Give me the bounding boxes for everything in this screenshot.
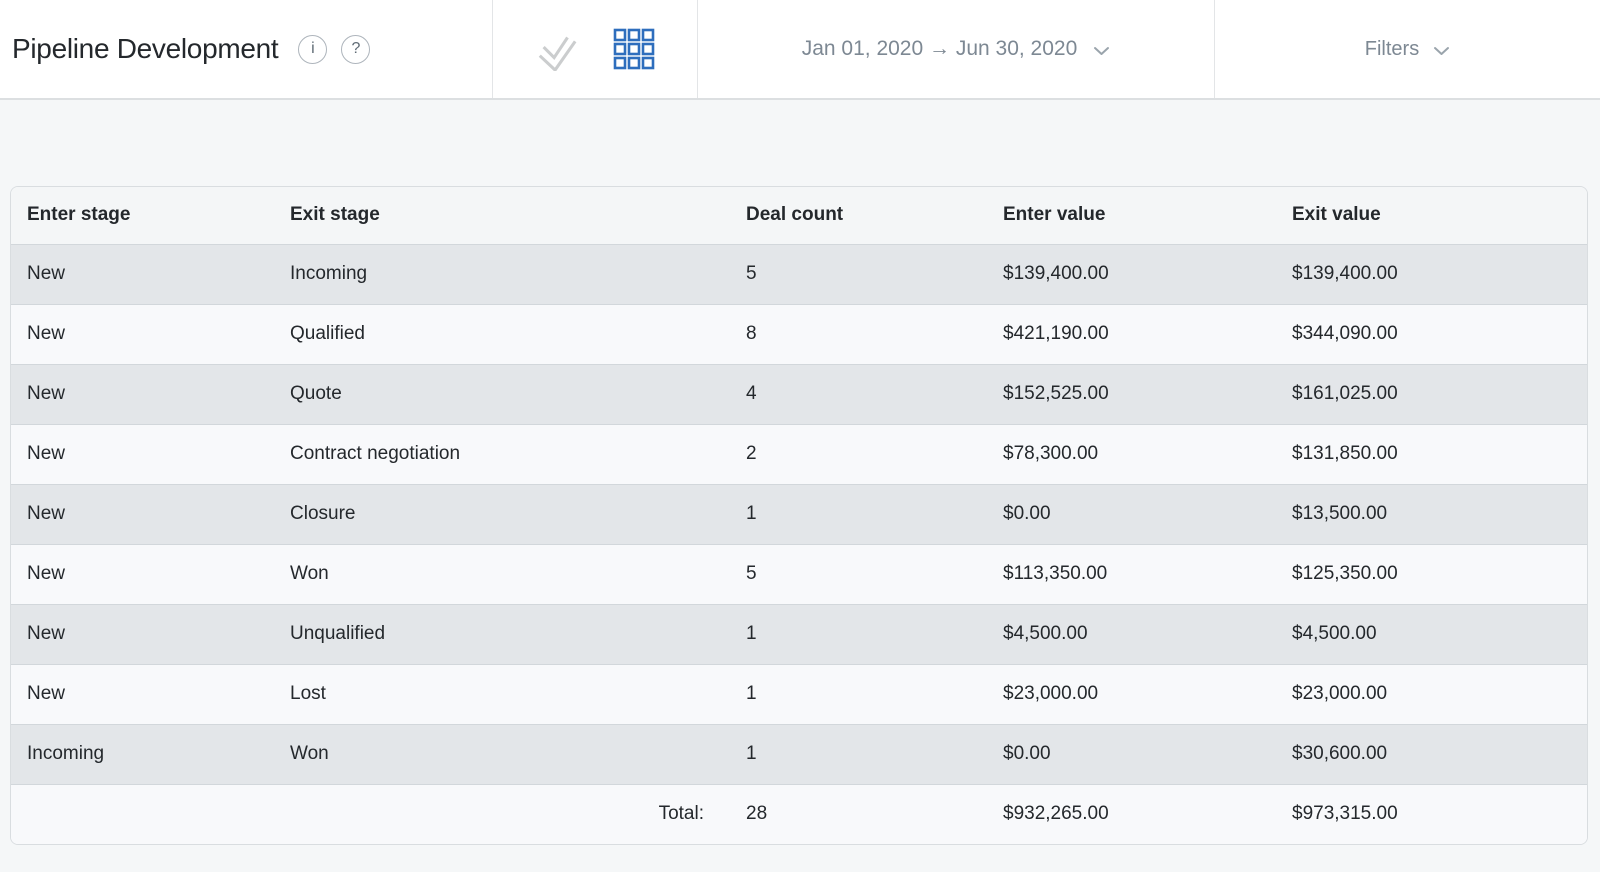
view-toggle-group <box>493 0 697 98</box>
table-cell: $23,000.00 <box>1003 683 1099 704</box>
table-cell: Contract negotiation <box>290 443 461 464</box>
table-cell: $139,400.00 <box>1003 263 1109 284</box>
filters-dropdown[interactable]: Filters <box>1215 0 1600 98</box>
table-cell: $23,000.00 <box>1292 683 1388 704</box>
header-divider <box>492 0 493 98</box>
table-row: New Quote 4 $152,525.00 $161,025.00 <box>11 364 1587 424</box>
table-row: New Contract negotiation 2 $78,300.00 $131,8… <box>11 424 1587 484</box>
table-total-row: Total: 28 $932,265.00 $973,315.00 <box>11 784 1587 844</box>
table-cell: $152,525.00 <box>1003 383 1109 404</box>
chevron-down-icon <box>1434 46 1450 55</box>
table-cell: 1 <box>746 683 757 704</box>
table-cell: 2 <box>746 443 757 464</box>
pipeline-table-card: Enter stage Exit stage Deal count Enter … <box>10 186 1588 845</box>
table-cell: 8 <box>746 323 757 344</box>
table-cell: 1 <box>746 503 757 524</box>
table-cell: Won <box>290 563 329 584</box>
table-cell: New <box>27 623 66 644</box>
table-cell: Incoming <box>27 743 105 764</box>
report-body: Enter stage Exit stage Deal count Enter … <box>0 100 1600 845</box>
table-row: New Qualified 8 $421,190.00 $344,090.00 <box>11 304 1587 364</box>
table-cell: $125,350.00 <box>1292 563 1398 584</box>
grid-icon <box>613 28 655 70</box>
table-cell: Unqualified <box>290 623 386 644</box>
pipeline-table: Enter stage Exit stage Deal count Enter … <box>11 187 1587 844</box>
table-cell: $0.00 <box>1003 503 1051 524</box>
table-cell: $4,500.00 <box>1292 623 1377 644</box>
table-cell: $131,850.00 <box>1292 443 1398 464</box>
table-cell: $13,500.00 <box>1292 503 1388 524</box>
table-view-toggle-button[interactable] <box>613 28 655 70</box>
total-deal-count: 28 <box>746 803 768 825</box>
table-cell: Closure <box>290 503 356 524</box>
table-cell: New <box>27 563 66 584</box>
report-header: Pipeline Development i ? Jan 01, 2020 → … <box>0 0 1600 100</box>
info-icon[interactable]: i <box>298 34 328 64</box>
table-cell: New <box>27 443 66 464</box>
table-row: New Incoming 5 $139,400.00 $139,400.00 <box>11 244 1587 304</box>
table-row: New Unqualified 1 $4,500.00 $4,500.00 <box>11 604 1587 664</box>
column-header-enter-stage[interactable]: Enter stage <box>11 187 274 244</box>
table-cell: Won <box>290 743 329 764</box>
table-body: New Incoming 5 $139,400.00 $139,400.00 New Qua… <box>11 244 1587 784</box>
table-cell: 1 <box>746 623 757 644</box>
header-divider <box>1214 0 1215 98</box>
table-cell: 4 <box>746 383 757 404</box>
column-header-enter-value[interactable]: Enter value <box>987 187 1276 244</box>
table-cell: $421,190.00 <box>1003 323 1109 344</box>
date-range-selector[interactable]: Jan 01, 2020 → Jun 30, 2020 <box>698 0 1214 98</box>
header-divider <box>697 0 698 98</box>
table-cell: Incoming <box>290 263 368 284</box>
total-empty-cell <box>11 784 274 844</box>
table-row: New Won 5 $113,350.00 $125,350.00 <box>11 544 1587 604</box>
table-cell: $0.00 <box>1003 743 1051 764</box>
table-cell: 5 <box>746 263 757 284</box>
chart-view-toggle-button[interactable] <box>535 27 579 71</box>
table-cell: Quote <box>290 383 342 404</box>
table-cell: Lost <box>290 683 326 704</box>
table-cell: $78,300.00 <box>1003 443 1099 464</box>
chevron-down-icon <box>1094 46 1110 55</box>
table-cell: $344,090.00 <box>1292 323 1398 344</box>
date-range-label: Jan 01, 2020 → Jun 30, 2020 <box>801 37 1078 60</box>
table-cell: $139,400.00 <box>1292 263 1398 284</box>
table-cell: Qualified <box>290 323 365 344</box>
table-row: New Closure 1 $0.00 $13,500.00 <box>11 484 1587 544</box>
column-header-deal-count[interactable]: Deal count <box>730 187 987 244</box>
table-header-row: Enter stage Exit stage Deal count Enter … <box>11 187 1587 244</box>
table-cell: $4,500.00 <box>1003 623 1088 644</box>
total-enter-value: $932,265.00 <box>1003 803 1109 825</box>
table-cell: $113,350.00 <box>1003 563 1108 584</box>
help-icon[interactable]: ? <box>341 34 371 64</box>
report-title-section: Pipeline Development i ? <box>0 0 492 98</box>
filters-label: Filters <box>1364 37 1420 60</box>
column-header-exit-stage[interactable]: Exit stage <box>274 187 730 244</box>
table-cell: New <box>27 503 66 524</box>
table-row: New Lost 1 $23,000.00 $23,000.00 <box>11 664 1587 724</box>
table-cell: $161,025.00 <box>1292 383 1398 404</box>
page-title: Pipeline Development <box>12 33 279 64</box>
line-chart-icon <box>538 36 577 71</box>
column-header-exit-value[interactable]: Exit value <box>1276 187 1587 244</box>
table-cell: $30,600.00 <box>1292 743 1388 764</box>
table-footer: Total: 28 $932,265.00 $973,315.00 <box>11 784 1587 844</box>
table-cell: 1 <box>746 743 757 764</box>
table-cell: New <box>27 683 66 704</box>
table-cell: New <box>27 263 66 284</box>
table-cell: New <box>27 383 66 404</box>
table-cell: 5 <box>746 563 757 584</box>
total-exit-value: $973,315.00 <box>1292 803 1398 825</box>
table-cell: New <box>27 323 66 344</box>
total-label: Total: <box>658 803 704 825</box>
table-row: Incoming Won 1 $0.00 $30,600.00 <box>11 724 1587 784</box>
